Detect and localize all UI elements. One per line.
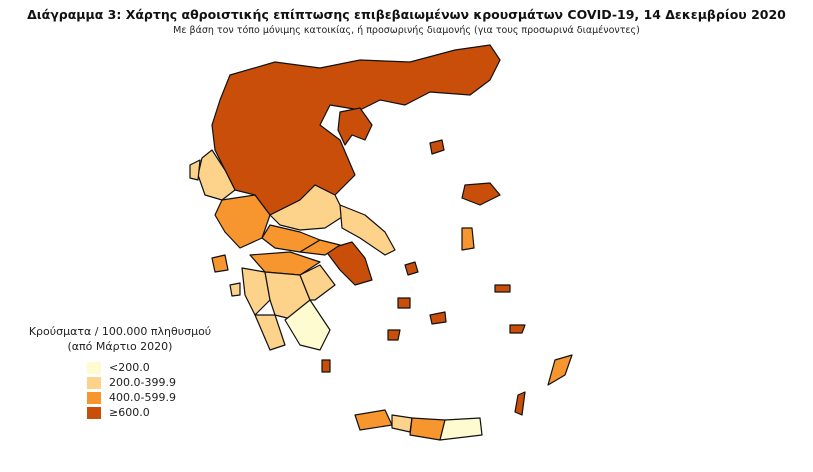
map-legend: Κρούσματα / 100.000 πληθυσμού (από Μάρτι…: [25, 324, 215, 420]
region-messinia: [254, 314, 286, 351]
legend-label: 400.0-599.9: [109, 391, 176, 404]
region-lesvos: [461, 182, 501, 206]
region-heraklion: [409, 417, 446, 441]
map-subtitle: Με βάση τον τόπο μόνιμης κατοικίας, ή πρ…: [173, 25, 640, 36]
region-thasos: [429, 139, 445, 155]
legend-label: 200.0-399.9: [109, 376, 176, 389]
region-ilia: [241, 267, 271, 316]
region-attica: [324, 241, 373, 286]
legend-subtitle: (από Μάρτιο 2020): [67, 340, 173, 353]
region-rhodes: [547, 354, 573, 386]
region-cyclades-2: [397, 297, 411, 309]
region-karpathos: [514, 391, 526, 416]
region-samos: [494, 284, 511, 293]
legend-label: <200.0: [109, 361, 150, 374]
region-corfu: [189, 159, 201, 181]
region-dodecanese-1: [509, 324, 526, 334]
region-kefalonia: [211, 254, 229, 273]
region-evia: [339, 204, 396, 256]
legend-item: ≥600.0: [87, 405, 215, 420]
region-epirus: [197, 149, 236, 201]
legend-swatch: [87, 391, 101, 404]
legend-label: ≥600.0: [109, 406, 150, 419]
region-viotia: [299, 239, 341, 256]
region-argolida: [299, 264, 336, 301]
region-chios: [461, 227, 475, 251]
legend-item: 400.0-599.9: [87, 390, 215, 405]
legend-swatch: [87, 361, 101, 374]
region-aitoloakarnania: [214, 194, 271, 249]
legend-swatch: [87, 376, 101, 389]
region-kythira: [321, 359, 331, 373]
map-title: Διάγραμμα 3: Χάρτης αθροιστικής επίπτωση…: [27, 7, 786, 22]
region-cyclades-4: [387, 329, 401, 341]
legend-swatch: [87, 406, 101, 419]
legend-title: Κρούσματα / 100.000 πληθυσμού: [28, 325, 212, 338]
legend-item: 200.0-399.9: [87, 375, 215, 390]
region-achaia: [249, 251, 321, 276]
region-lakonia: [284, 299, 331, 351]
region-rethymno: [391, 414, 413, 433]
region-chalkidiki: [337, 107, 373, 146]
region-cyclades-1: [404, 261, 419, 276]
region-cyclades-3: [429, 311, 447, 325]
region-chania: [354, 409, 393, 431]
region-zakynthos: [229, 282, 241, 297]
legend-item: <200.0: [87, 360, 215, 375]
region-lasithi: [439, 417, 483, 441]
